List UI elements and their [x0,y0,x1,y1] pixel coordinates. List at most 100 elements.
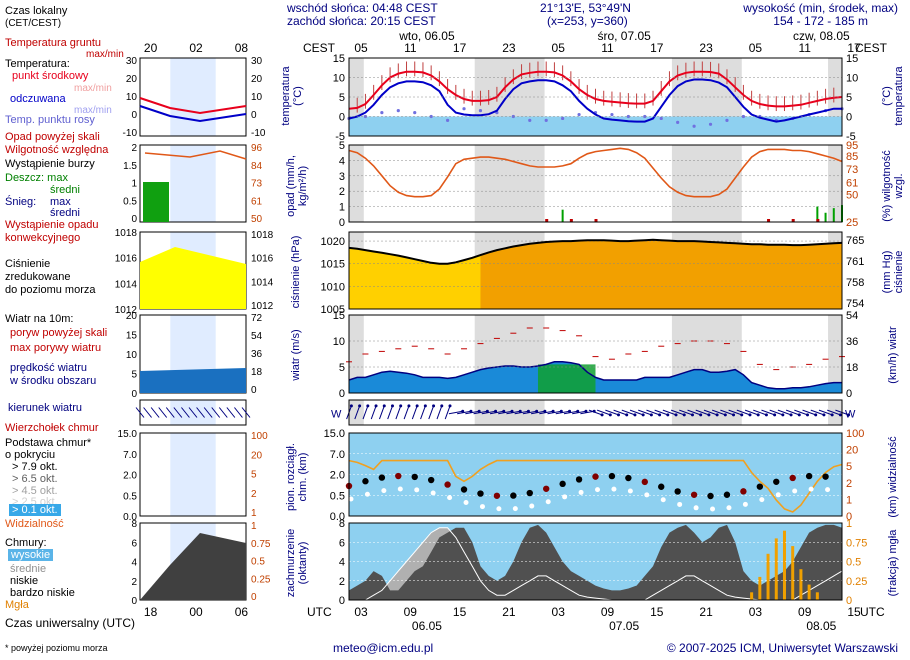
wind-arrow [621,409,636,416]
wind-arrow-head [526,409,530,413]
footer-email[interactable]: meteo@icm.edu.pl [333,641,434,655]
legend-felt-line [139,105,247,123]
legend-wind-arrow [135,407,145,418]
cloud-low-dot [693,505,699,511]
wind-arrow [362,405,369,420]
legend-tick: 1014 [115,279,138,290]
legend-utc-tick: 00 [189,605,203,619]
wind-arrow-head [830,413,834,417]
cloud-low-dot [545,499,551,505]
wind-arrow [498,410,513,415]
legend-fog: Mgła [5,599,29,611]
wind-arrow [457,410,472,415]
wind-arrow-head [723,413,727,417]
cloud-low-dot [644,492,650,498]
wind-arrow-head [756,413,760,417]
precip-bar [561,209,564,222]
legend-tick: 0 [131,214,137,225]
cloud-base-dot [510,492,517,499]
wind-arrow-head [366,404,370,408]
wind-tick: 5 [339,362,345,374]
wind-arrow-head [633,413,637,417]
day-label-top: wto, 06.05 [398,29,455,43]
cloud-base-dot [740,488,747,495]
humidity-tick: 50 [846,190,858,202]
fog-bar [807,584,811,600]
legend-pressure-1: Ciśnienie [5,258,51,270]
cover-tick: 0 [339,595,345,607]
legend-okt-65: > 6.5 okt. [12,473,58,485]
legend-okt-79: > 7.9 okt. [12,461,58,473]
wind-arrow-head [494,409,498,413]
legend-tick: 0 [131,596,137,607]
fog-tick: 1 [846,518,852,530]
cloud-low-dot [825,487,831,493]
pressure-tick: 1020 [321,236,345,248]
cloud-low-dot [710,506,716,512]
wind-arrow [605,409,619,416]
conv-precip-mark [767,219,771,222]
legend-utc-tick: 06 [235,605,249,619]
utc-tick: 09 [404,605,418,619]
wind-arrow [679,409,693,416]
cloud-low-dot [595,487,600,493]
legend-tick: 10 [126,92,138,103]
wind-arrow-head [584,409,588,413]
wind-arrow [736,409,751,416]
legend-tick-right: 54 [251,331,263,342]
legend-panel-frame [139,432,247,517]
temp-tick-right: 5 [846,92,852,104]
legend-wind-arrow [188,407,198,418]
cloud-low-dot [512,506,518,512]
cloud-low-dot [759,497,765,503]
cloud-base-dot [592,473,599,480]
dew-point-dot [413,111,417,115]
visibility-tick: 5 [846,461,852,473]
legend-high: wysokie [8,549,54,561]
legend-snow-mid: średni [50,207,80,219]
temp-tick-left: 15 [333,53,345,65]
legend-wind-arrow [234,407,243,418]
cloud-base-dot [526,489,533,497]
legend-tick-right: 20 [251,74,263,85]
fog-bar [758,576,762,600]
wind-arrow-head [608,413,612,417]
legend-tick: 5 [131,370,137,381]
legend-tick-right: 100 [251,431,268,442]
wind-arrow-head [707,413,711,417]
legend-tick-right: 0.75 [251,539,271,550]
legend-tick: 0 [131,110,137,121]
legend-wind-arrow [181,407,190,418]
dew-point-dot [741,114,746,119]
wind-arrow [481,410,496,415]
wind-arrow [506,410,521,415]
cloud-base-dot [723,491,731,498]
humidity-tick: 61 [846,177,858,189]
cest-tick: 05 [354,41,368,55]
cloud-base-dot [575,476,583,483]
fog-bar [799,569,803,600]
wind-arrow-head [822,413,826,417]
cloud-low-dot [447,495,453,501]
grid-position: (x=253, y=360) [547,14,628,28]
wind-arrow [436,405,443,420]
fog-bar [782,530,786,600]
precip-bar [824,212,827,222]
wind-arrow [695,409,710,416]
wind-kmh-tick: 18 [846,362,858,374]
cloud-low-dot [660,497,666,503]
cloud-low-dot [775,492,781,498]
legend-tick-right: 96 [251,143,263,154]
wind-arrow-head [568,409,572,413]
wind-arrow-head [715,413,719,417]
wind-arrow-head [658,413,662,417]
compass-w-right: W [845,409,856,421]
wind-arrow [720,409,734,416]
cest-tick: 23 [699,41,713,55]
legend-cest-tick: 08 [235,41,249,55]
pressure-mmhg-tick: 758 [846,277,864,289]
cest-tick: 17 [453,41,467,55]
legend-visibility: Widzialność [5,518,64,530]
legend-tick-right: 61 [251,196,263,207]
dew-point-dot [380,111,384,115]
